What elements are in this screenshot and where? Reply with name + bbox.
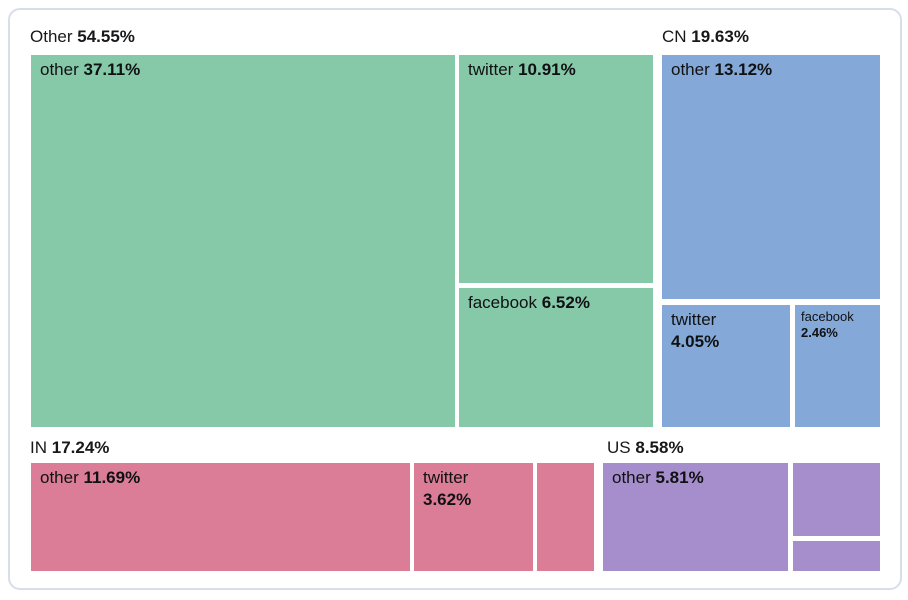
group-percent: 17.24% [51,438,110,457]
cell-value: 3.62% [423,490,472,509]
treemap-cell-us-unlabeled-2[interactable] [793,541,880,571]
treemap-cell-cn-facebook[interactable]: facebook 2.46% [795,305,880,427]
group-percent: 19.63% [691,27,749,46]
group-header-other: Other 54.55% [30,27,135,47]
group-percent: 8.58% [635,438,684,457]
group-label: Other [30,27,73,46]
treemap-cell-in-other[interactable]: other 11.69% [31,463,410,571]
cell-label: twitter [423,468,469,487]
group-label: CN [662,27,687,46]
group-label: IN [30,438,47,457]
cell-label: twitter [468,60,514,79]
group-header-in: IN 17.24% [30,438,109,458]
cell-value: 11.69% [83,468,141,487]
treemap-cell-us-unlabeled-1[interactable] [793,463,880,536]
cell-value: 6.52% [541,293,590,312]
treemap-cell-in-unlabeled[interactable] [537,463,594,571]
group-label: US [607,438,631,457]
cell-value: 5.81% [655,468,704,487]
group-header-us: US 8.58% [607,438,684,458]
cell-label: other [40,60,79,79]
cell-value: 37.11% [83,60,141,79]
treemap-cell-in-twitter[interactable]: twitter 3.62% [414,463,533,571]
group-header-cn: CN 19.63% [662,27,749,47]
treemap-cell-other-twitter[interactable]: twitter 10.91% [459,55,653,283]
group-percent: 54.55% [77,27,135,46]
treemap-cell-cn-other[interactable]: other 13.12% [662,55,880,299]
treemap-cell-other-facebook[interactable]: facebook 6.52% [459,288,653,427]
cell-label: other [671,60,710,79]
cell-value: 13.12% [714,60,773,79]
cell-value: 4.05% [671,332,720,351]
treemap-cell-other-other[interactable]: other 37.11% [31,55,455,427]
cell-label: facebook [468,293,537,312]
treemap-cell-us-other[interactable]: other 5.81% [603,463,788,571]
treemap-cell-cn-twitter[interactable]: twitter 4.05% [662,305,790,427]
cell-label: twitter [671,310,717,329]
cell-label: other [40,468,79,487]
cell-label: other [612,468,651,487]
cell-label: facebook [801,309,854,324]
cell-value: 2.46% [801,325,838,340]
cell-value: 10.91% [518,60,576,79]
